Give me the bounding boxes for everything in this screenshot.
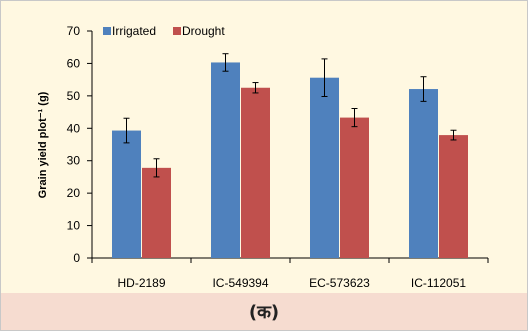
- y-axis: 0 10 20 30 40 50 60 70: [67, 24, 93, 265]
- bar-irrigated-ic-549394: [211, 62, 240, 258]
- chart-caption: (क): [248, 302, 280, 323]
- y-tick-label: 10: [67, 219, 81, 233]
- bar-drought-ec-573623: [340, 117, 369, 258]
- x-axis: HD-2189 IC-549394 EC-573623 IC-112051: [91, 257, 489, 290]
- bar-irrigated-ec-573623: [310, 77, 339, 258]
- bar-irrigated-ic-112051: [409, 89, 438, 258]
- y-tick-label: 70: [67, 24, 81, 38]
- y-tick-label: 40: [67, 121, 81, 135]
- y-tick-label: 0: [73, 251, 80, 265]
- legend-swatch-irrigated: [103, 27, 111, 35]
- x-category-label: HD-2189: [117, 276, 165, 290]
- error-bars: [123, 53, 457, 178]
- y-tick-label: 20: [67, 186, 81, 200]
- y-tick-label: 60: [67, 56, 81, 70]
- legend: Irrigated Drought: [103, 24, 225, 38]
- bar-drought-hd-2189: [142, 167, 171, 258]
- caption-band: [1, 293, 527, 330]
- bar-irrigated-hd-2189: [112, 130, 141, 258]
- legend-label-irrigated: Irrigated: [112, 24, 156, 38]
- y-axis-title: Grain yield plot⁻¹ (g): [37, 91, 49, 198]
- x-category-label: IC-112051: [411, 276, 466, 290]
- y-tick-label: 30: [67, 154, 81, 168]
- x-category-label: EC-573623: [309, 276, 370, 290]
- bars: [112, 62, 468, 258]
- bar-drought-ic-549394: [241, 87, 270, 258]
- x-category-label: IC-549394: [212, 276, 268, 290]
- bar-drought-ic-112051: [439, 135, 468, 258]
- y-tick-label: 50: [67, 89, 81, 103]
- legend-label-drought: Drought: [182, 24, 225, 38]
- legend-swatch-drought: [173, 27, 181, 35]
